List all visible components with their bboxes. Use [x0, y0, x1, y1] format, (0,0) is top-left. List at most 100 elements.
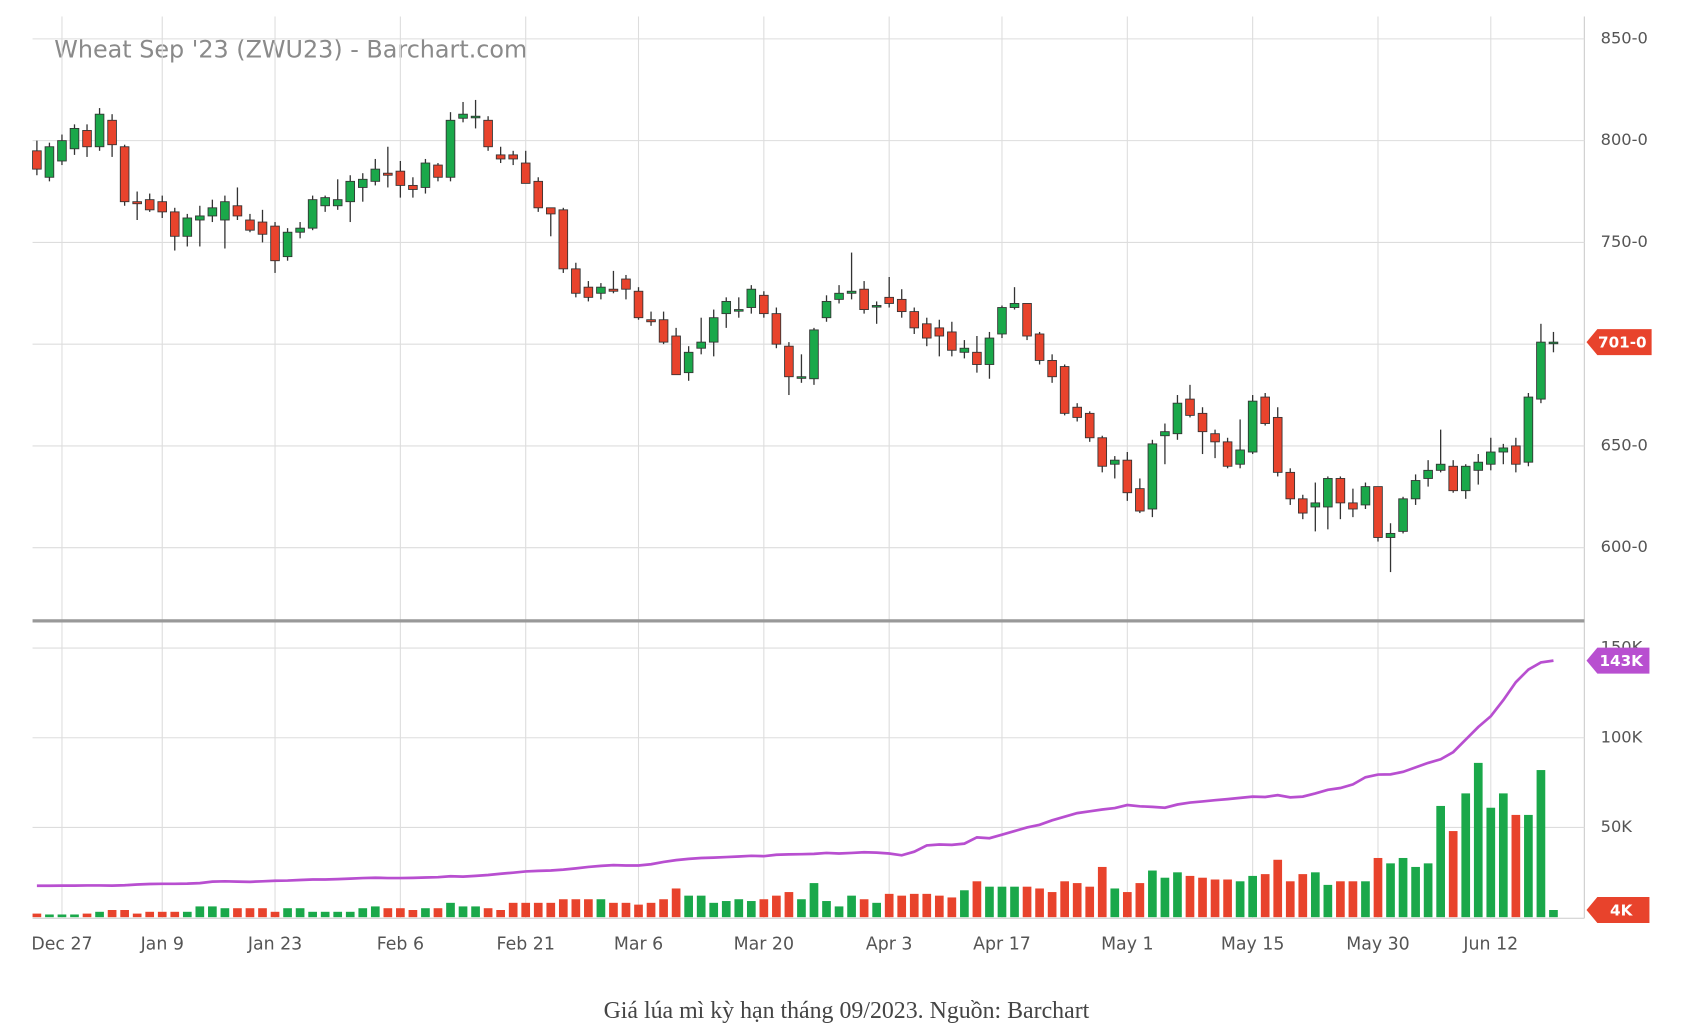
volume-bar: [997, 886, 1007, 918]
volume-bar: [834, 906, 844, 918]
candle-body: [495, 154, 506, 160]
candle-body: [583, 286, 594, 298]
volume-bar: [32, 913, 42, 918]
x-tick-label: Apr 3: [866, 934, 913, 954]
candle-body: [1536, 341, 1546, 400]
candle-body: [1022, 303, 1032, 337]
candle-body: [345, 180, 356, 203]
candle-body: [1435, 463, 1446, 471]
price-badge: [1586, 329, 1652, 356]
volume-bar: [558, 899, 568, 918]
x-tick-label: Jan 9: [140, 934, 184, 954]
volume-bar: [1160, 877, 1170, 918]
volume-bar: [671, 888, 681, 918]
volume-bar: [571, 899, 581, 918]
candle-body: [320, 197, 330, 207]
candle-body: [370, 168, 381, 182]
candle-body: [909, 311, 920, 329]
volume-bar: [1072, 883, 1082, 918]
volume-bar: [1448, 831, 1458, 918]
volume-bar: [233, 908, 242, 918]
candle-body: [32, 150, 42, 170]
candle-body: [1486, 451, 1496, 465]
volume-bar: [721, 901, 731, 918]
candle-body: [972, 351, 982, 365]
volume-bar: [922, 893, 932, 918]
volume-bar: [533, 902, 543, 918]
candle-body: [357, 178, 368, 188]
candle-body: [1197, 412, 1208, 433]
volume-bar: [847, 895, 856, 918]
candle-body: [1385, 532, 1396, 538]
x-tick-label: Feb 21: [497, 934, 555, 954]
candle-body: [195, 215, 205, 221]
volume-bar: [95, 911, 104, 918]
volume-bar: [408, 910, 418, 918]
volume-bar: [458, 906, 468, 918]
candle-body: [984, 337, 995, 365]
candle-body: [144, 199, 155, 211]
candle-body: [295, 227, 305, 233]
volume-bar: [521, 902, 531, 918]
x-tick-label: Mar 6: [614, 934, 663, 954]
candle-body: [1360, 486, 1371, 506]
caption: Giá lúa mì kỳ hạn tháng 09/2023. Nguồn: …: [604, 998, 1090, 1024]
candle-body: [1498, 447, 1509, 453]
candle-body: [746, 288, 757, 308]
volume-bar: [1461, 793, 1471, 918]
volume-bar: [709, 902, 719, 918]
candle-body: [1523, 396, 1534, 463]
x-tick-label: Jun 12: [1462, 934, 1518, 954]
volume-bar: [157, 911, 167, 918]
volume-bar: [797, 899, 806, 918]
candle-body: [1235, 449, 1245, 465]
volume-bar: [1210, 879, 1220, 918]
volume-bar: [772, 895, 781, 918]
candle-body: [119, 146, 130, 203]
candle-body: [270, 225, 280, 262]
candle-body: [1548, 341, 1559, 345]
candle-body: [734, 309, 744, 312]
volume-bar: [1436, 805, 1446, 918]
value-badge: [1586, 647, 1650, 674]
candle-body: [1272, 416, 1283, 473]
volume-bar: [358, 908, 368, 918]
candle-body: [884, 296, 894, 304]
volume-bar: [145, 911, 155, 918]
volume-bar: [1060, 881, 1069, 918]
volume-bar: [396, 908, 405, 918]
volume-bar: [1260, 874, 1270, 918]
candle-body: [1122, 459, 1133, 494]
x-tick-label: May 1: [1101, 934, 1153, 954]
candle-body: [809, 329, 819, 380]
volume-bar: [446, 902, 455, 918]
volume-bar: [1198, 877, 1207, 918]
volume-bar: [295, 908, 305, 918]
candle-body: [420, 162, 431, 188]
volume-bar: [1223, 879, 1232, 918]
candle-body: [1260, 396, 1270, 424]
volume-bar: [1423, 863, 1433, 918]
candle-body: [282, 231, 293, 258]
volume-bar: [107, 910, 117, 918]
y-tick-label: 650-0: [1601, 435, 1648, 454]
candle-body: [1097, 437, 1108, 467]
volume-bar: [1536, 770, 1546, 918]
volume-bar: [383, 908, 393, 918]
volume-bar: [1524, 814, 1533, 918]
volume-bar: [1549, 910, 1558, 918]
volume-bar: [245, 908, 255, 918]
volume-bar: [1473, 762, 1483, 918]
candle-body: [834, 292, 844, 300]
volume-bar: [696, 895, 706, 918]
candle-body: [1047, 359, 1057, 378]
candle-body: [94, 113, 105, 148]
candle-body: [1410, 480, 1421, 500]
candle-body: [947, 331, 957, 351]
volume-bar: [170, 911, 180, 918]
candle-body: [1185, 398, 1195, 416]
candle-body: [1222, 441, 1233, 467]
candle-body: [896, 298, 907, 313]
volume-bar: [1498, 793, 1508, 918]
volume-bar: [659, 899, 668, 918]
